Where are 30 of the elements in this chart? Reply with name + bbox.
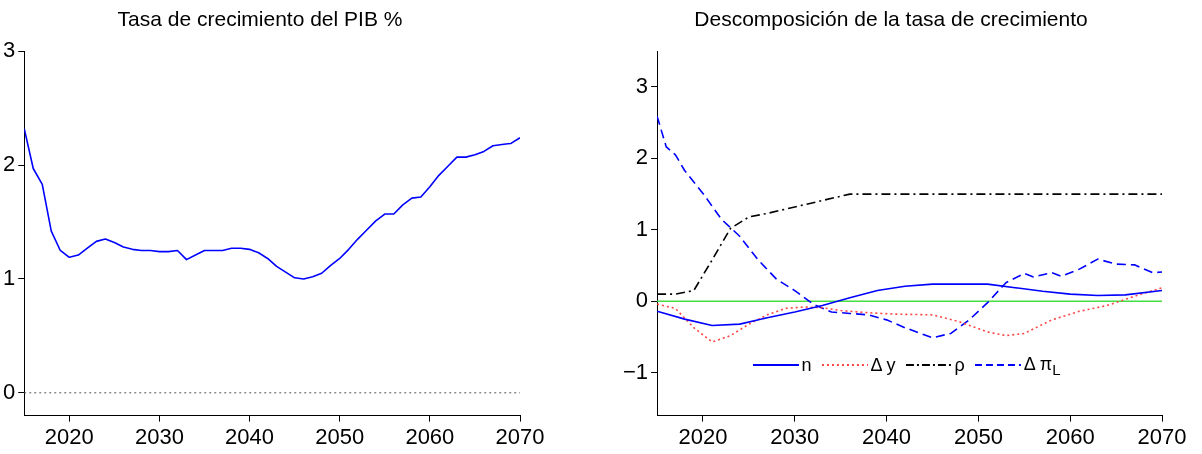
x-tick-label: 2020 <box>678 423 728 449</box>
x-tick-label: 2040 <box>862 423 912 449</box>
y-tick-label: 3 <box>2 37 16 63</box>
legend-label: ρ <box>954 354 965 376</box>
x-tick-label: 2030 <box>770 423 820 449</box>
line-series <box>657 286 1162 343</box>
x-tick-label: 2050 <box>953 423 1003 449</box>
x-tick-label: 2070 <box>1137 423 1187 449</box>
legend-label: Δ y <box>870 354 896 376</box>
legend-label: Δ π$_{L}$ <box>1023 353 1061 378</box>
y-tick-label: 2 <box>635 144 649 170</box>
chart-title: Descomposición de la tasa de crecimiento <box>694 7 1088 31</box>
x-tick-label: 2050 <box>315 423 365 449</box>
y-tick-label: 3 <box>635 72 649 98</box>
y-tick-label: 2 <box>2 151 16 177</box>
x-tick-label: 2060 <box>1045 423 1095 449</box>
line-series <box>657 193 1162 295</box>
x-tick-label: 2030 <box>134 423 184 449</box>
x-tick-label: 2070 <box>495 423 545 449</box>
chart-title: Tasa de crecimiento del PIB % <box>117 7 403 31</box>
y-tick-label: −1 <box>622 358 649 384</box>
legend-label: n <box>801 354 812 376</box>
y-tick-label: 1 <box>635 215 649 241</box>
y-tick-label: 0 <box>2 378 16 404</box>
x-tick-label: 2020 <box>44 423 94 449</box>
x-tick-label: 2060 <box>405 423 455 449</box>
y-tick-label: 1 <box>2 265 16 291</box>
line-series <box>657 115 1162 339</box>
x-tick-label: 2040 <box>225 423 275 449</box>
y-tick-label: 0 <box>635 287 649 313</box>
